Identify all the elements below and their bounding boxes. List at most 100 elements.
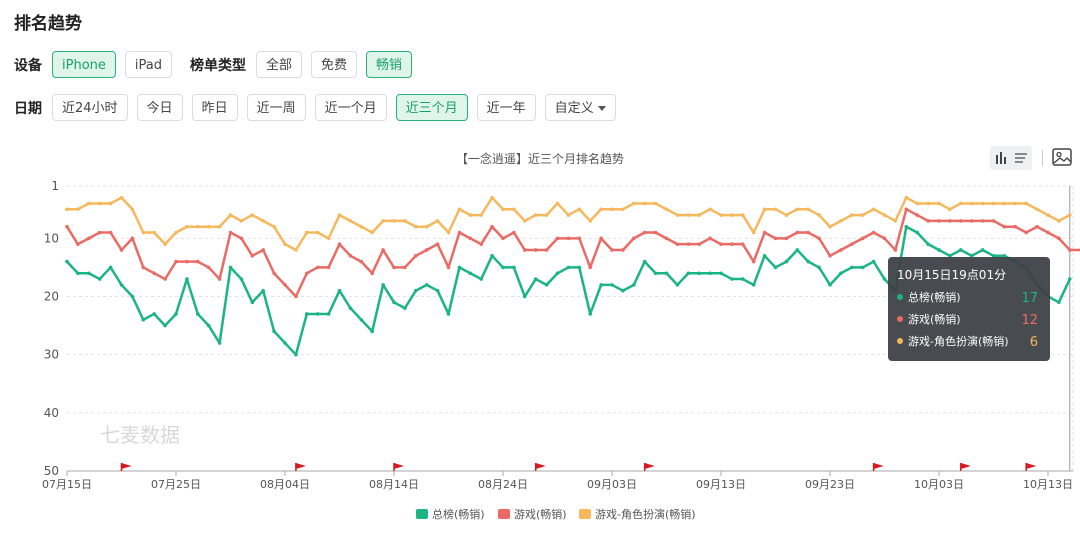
data-point <box>130 236 135 241</box>
device-chip-ipad[interactable]: iPad <box>124 51 172 78</box>
device-chip-iphone[interactable]: iPhone <box>52 51 116 78</box>
data-point <box>632 283 636 287</box>
data-point <box>686 271 691 276</box>
data-point <box>65 207 69 212</box>
data-point <box>850 242 854 246</box>
data-point <box>392 265 396 270</box>
flag-shape <box>121 463 132 469</box>
date-chip-custom[interactable]: 自定义 <box>544 94 616 121</box>
data-point <box>751 283 756 287</box>
data-point <box>871 207 876 212</box>
series-line-1 <box>65 208 1080 298</box>
data-point <box>359 259 364 264</box>
data-point <box>217 341 222 345</box>
legend-item[interactable]: 游戏-角色扮演(畅销) <box>579 507 696 521</box>
data-point <box>533 248 538 252</box>
list-type-chip-grossing[interactable]: 畅销 <box>366 51 413 78</box>
data-point <box>152 230 156 235</box>
save-image-button[interactable] <box>1051 146 1073 170</box>
data-point <box>708 236 712 241</box>
data-point <box>305 230 309 235</box>
data-point <box>904 224 909 229</box>
data-point <box>457 265 462 270</box>
data-point <box>555 236 560 241</box>
data-point <box>741 277 745 281</box>
data-point <box>1035 207 1039 212</box>
data-point <box>1057 300 1061 305</box>
series-points-0 <box>65 224 1072 357</box>
data-point <box>141 265 146 270</box>
data-point <box>980 219 985 223</box>
data-point <box>719 271 723 276</box>
data-point <box>479 277 484 281</box>
data-point <box>217 277 222 281</box>
data-point <box>577 207 582 212</box>
data-point <box>414 288 418 293</box>
data-point <box>119 248 124 252</box>
data-point <box>130 294 135 299</box>
bar-chart-icon[interactable] <box>995 151 1009 165</box>
data-point <box>751 259 756 264</box>
data-point <box>381 248 385 252</box>
flag-shape <box>644 463 655 469</box>
series-points-2 <box>65 195 1072 252</box>
date-chip-24h[interactable]: 近24小时 <box>52 94 128 121</box>
watermark: 七麦数据 <box>100 423 180 447</box>
data-point <box>686 213 691 217</box>
data-point <box>653 201 658 206</box>
data-point <box>795 230 800 235</box>
data-point <box>501 236 505 241</box>
data-point <box>1068 248 1072 252</box>
date-chip-month[interactable]: 近一个月 <box>314 94 387 121</box>
data-point <box>174 230 178 235</box>
chart-view-toggle[interactable] <box>990 146 1032 170</box>
data-point <box>196 312 200 316</box>
list-type-chip-all[interactable]: 全部 <box>255 51 302 78</box>
data-point <box>87 201 91 206</box>
data-point <box>250 300 255 305</box>
data-point <box>860 213 865 217</box>
data-point <box>839 271 843 276</box>
data-point <box>817 265 821 270</box>
data-point <box>141 317 146 322</box>
data-point <box>664 207 669 212</box>
data-point <box>501 265 505 270</box>
data-point <box>65 224 69 229</box>
data-point <box>1057 219 1061 223</box>
date-chip-yesterday[interactable]: 昨日 <box>191 94 238 121</box>
data-point <box>795 207 800 212</box>
data-point <box>762 230 767 235</box>
list-type-chip-free[interactable]: 免费 <box>311 51 358 78</box>
data-point <box>108 230 113 235</box>
date-chip-today[interactable]: 今日 <box>136 94 183 121</box>
data-point <box>980 201 985 206</box>
data-point <box>152 271 156 276</box>
data-point <box>446 312 451 316</box>
list-icon[interactable] <box>1014 151 1028 165</box>
data-point <box>239 219 244 223</box>
legend-item[interactable]: 游戏(畅销) <box>498 507 567 521</box>
data-point <box>512 230 516 235</box>
data-point <box>294 248 298 252</box>
tooltip-series-value: 12 <box>1021 313 1038 328</box>
data-point <box>632 236 636 241</box>
data-point <box>261 248 266 252</box>
data-point <box>708 207 712 212</box>
data-point <box>817 236 821 241</box>
data-point <box>773 265 778 270</box>
data-point <box>348 219 353 223</box>
data-point <box>272 329 276 334</box>
legend-item[interactable]: 总榜(畅销) <box>416 507 485 521</box>
date-chip-week[interactable]: 近一周 <box>246 94 306 121</box>
date-chip-3months[interactable]: 近三个月 <box>395 94 468 121</box>
data-point <box>959 248 963 252</box>
x-tick-label: 08月04日 <box>260 478 310 491</box>
tooltip-series-value: 17 <box>1021 291 1038 306</box>
data-point <box>980 248 985 252</box>
data-point <box>544 213 549 217</box>
data-point <box>446 265 451 270</box>
data-point <box>512 265 516 270</box>
data-point <box>185 224 189 229</box>
date-chip-year[interactable]: 近一年 <box>476 94 536 121</box>
data-point <box>392 219 396 223</box>
